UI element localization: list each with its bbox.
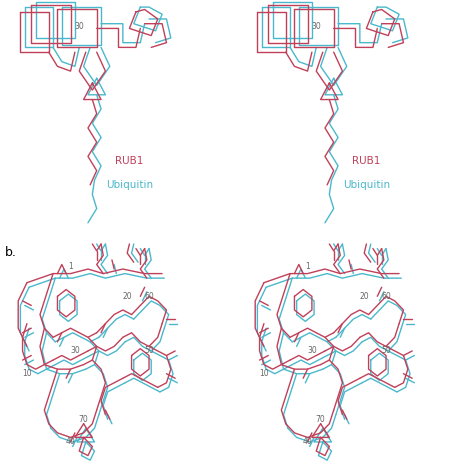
Text: 30: 30: [307, 346, 317, 356]
Text: 30: 30: [312, 22, 322, 30]
Text: 50: 50: [145, 346, 155, 356]
Text: 1: 1: [68, 262, 73, 271]
Text: 1: 1: [305, 262, 310, 271]
Text: 60: 60: [145, 292, 155, 301]
Text: 20: 20: [123, 292, 133, 301]
Text: 10: 10: [23, 369, 32, 378]
Text: Ubiquitin: Ubiquitin: [343, 180, 390, 190]
Text: 50: 50: [382, 346, 392, 356]
Text: RUB1: RUB1: [352, 156, 381, 166]
Text: 40: 40: [303, 438, 312, 447]
Text: 10: 10: [260, 369, 269, 378]
Text: 30: 30: [75, 22, 85, 30]
Text: 70: 70: [316, 415, 326, 424]
Text: RUB1: RUB1: [115, 156, 144, 166]
Text: 30: 30: [70, 346, 80, 356]
Text: 60: 60: [382, 292, 392, 301]
Text: 70: 70: [79, 415, 89, 424]
Text: 20: 20: [360, 292, 370, 301]
Text: Ubiquitin: Ubiquitin: [106, 180, 153, 190]
Text: 40: 40: [66, 438, 75, 447]
Text: b.: b.: [5, 246, 17, 259]
